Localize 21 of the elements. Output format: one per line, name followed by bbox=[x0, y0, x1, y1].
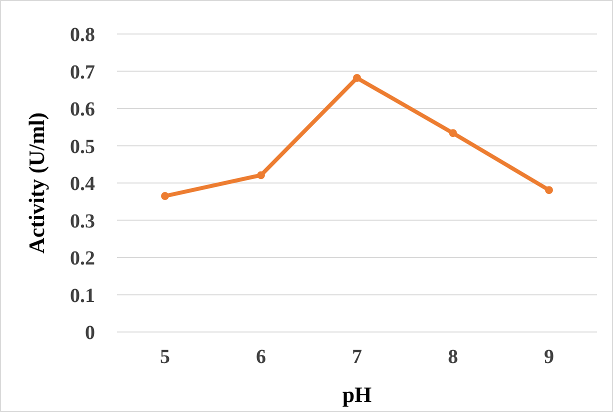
point bbox=[449, 129, 457, 138]
x-axis-title: pH bbox=[342, 382, 372, 407]
y-tick-label: 0.3 bbox=[70, 210, 95, 232]
point bbox=[545, 186, 553, 194]
y-axis-title: Activity (U/ml) bbox=[24, 112, 49, 254]
y-tick-label: 0.4 bbox=[70, 173, 95, 195]
y-tick-label: 0 bbox=[85, 322, 95, 344]
y-tick-label: 0.6 bbox=[70, 98, 95, 120]
y-tick-label: 0.1 bbox=[70, 284, 95, 307]
y-tick-label: 0.8 bbox=[70, 24, 95, 46]
x-tick-label: 7 bbox=[352, 346, 362, 368]
x-tick-label: 5 bbox=[160, 346, 170, 368]
x-tick-label: 8 bbox=[448, 346, 458, 368]
y-tick-label: 0.5 bbox=[70, 136, 95, 158]
x-tick-label: 9 bbox=[544, 346, 554, 368]
point bbox=[353, 74, 361, 82]
x-tick-label: 6 bbox=[256, 346, 266, 368]
point bbox=[257, 171, 265, 180]
point bbox=[161, 192, 169, 200]
y-tick-label: 0.2 bbox=[70, 248, 95, 270]
y-tick-label: 0.7 bbox=[70, 61, 95, 84]
